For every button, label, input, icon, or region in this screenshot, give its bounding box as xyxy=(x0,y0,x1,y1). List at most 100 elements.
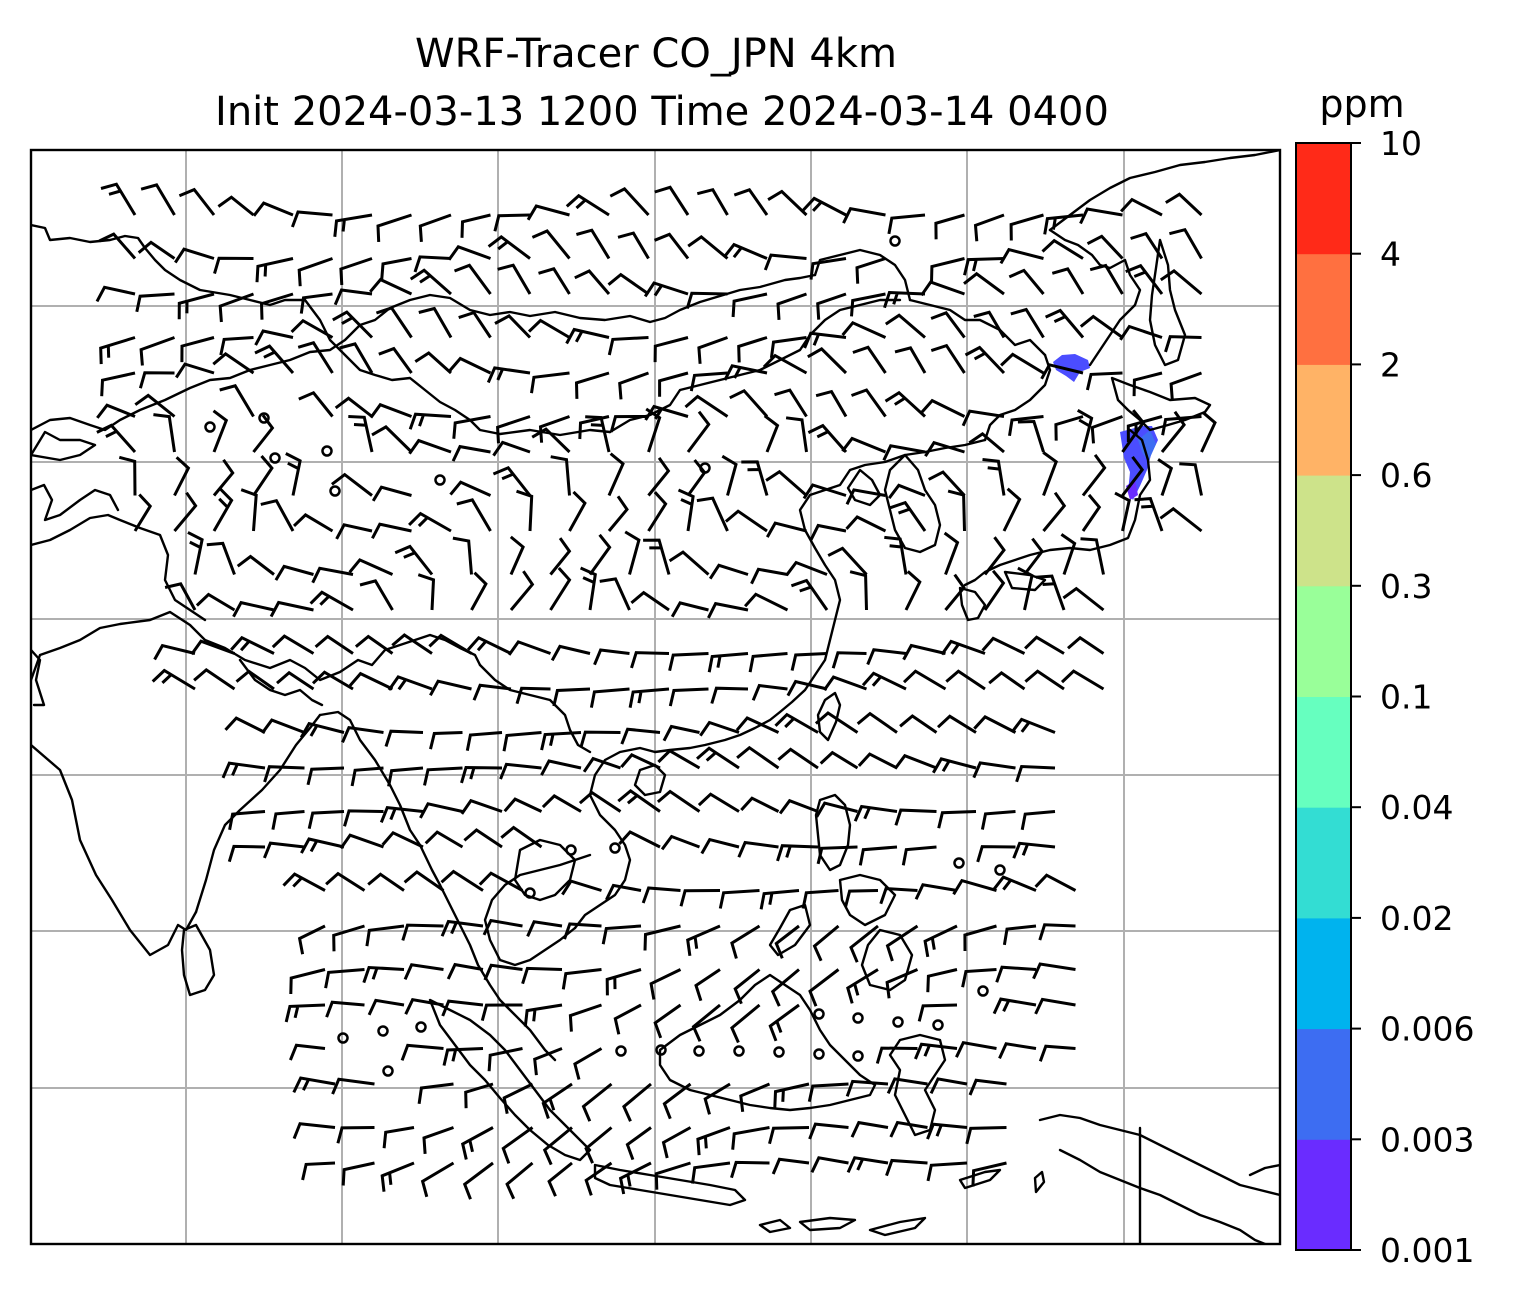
wind-barb xyxy=(497,263,532,295)
wind-barb xyxy=(968,1078,1007,1096)
wind-barb xyxy=(841,320,887,339)
wind-barb xyxy=(549,566,572,611)
colorbar-unit-label: ppm xyxy=(1319,82,1404,126)
wind-barb xyxy=(814,711,859,734)
wind-barb xyxy=(846,968,879,1004)
wind-barb xyxy=(376,213,412,242)
wind-barb xyxy=(140,183,176,216)
wind-barb xyxy=(1038,923,1076,941)
wind-barb xyxy=(502,731,542,752)
wind-barb xyxy=(886,1077,928,1095)
wind-barb xyxy=(1024,635,1065,655)
wind-barb xyxy=(807,423,848,453)
wind-barb xyxy=(767,189,808,217)
wind-barb xyxy=(743,592,789,612)
wind-barb xyxy=(641,886,681,904)
wind-barb xyxy=(737,840,779,858)
wind-barb xyxy=(607,272,650,296)
wind-barb xyxy=(274,564,314,581)
wind-barb xyxy=(968,432,1005,454)
wind-barb xyxy=(928,470,966,497)
wind-barb xyxy=(643,538,671,575)
wind-barb xyxy=(622,1082,652,1122)
wind-barb xyxy=(1130,231,1164,260)
wind-barb xyxy=(963,257,1005,276)
wind-barb xyxy=(740,796,780,813)
wind-barb xyxy=(527,318,571,339)
wind-barb xyxy=(255,257,294,283)
wind-barb xyxy=(858,845,898,866)
wind-barb xyxy=(453,263,492,295)
wind-barb xyxy=(379,805,424,823)
wind-barb xyxy=(369,277,413,296)
wind-barb xyxy=(620,753,661,770)
wind-barb xyxy=(1040,363,1084,380)
wind-barb xyxy=(292,1122,336,1140)
wind-barb xyxy=(940,639,986,656)
wind-barb xyxy=(306,766,345,786)
wind-barb xyxy=(808,968,840,1007)
wind-barb xyxy=(348,415,374,453)
wind-barb xyxy=(367,872,405,892)
wind-barb xyxy=(995,965,1037,983)
wind-barb xyxy=(228,810,266,831)
wind-barb xyxy=(763,414,780,453)
colorbar-segments xyxy=(1296,143,1351,1251)
wind-barb xyxy=(855,257,886,284)
calm-wind-marker xyxy=(813,1048,825,1060)
colorbar-tick-label: 2 xyxy=(1380,345,1401,384)
wind-barb xyxy=(261,718,306,734)
map-title-line1: WRF-Tracer CO_JPN 4km xyxy=(415,31,897,77)
wind-barb xyxy=(774,924,800,959)
wind-barb xyxy=(300,837,345,854)
wind-barb xyxy=(686,924,721,957)
wind-barb xyxy=(1121,455,1145,497)
wind-barb xyxy=(785,416,808,453)
wind-barb xyxy=(771,1157,810,1175)
wind-barb xyxy=(1032,962,1076,980)
wind-barb xyxy=(618,371,650,400)
wind-barb xyxy=(227,844,266,863)
wind-barb xyxy=(857,752,898,770)
calm-wind-marker xyxy=(773,1046,785,1058)
wind-barb xyxy=(807,347,848,375)
wind-barb xyxy=(408,511,452,533)
wind-barb xyxy=(118,455,137,496)
wind-barb xyxy=(585,415,611,453)
wind-barb xyxy=(380,1161,415,1192)
wind-barb xyxy=(333,213,373,237)
wind-barb xyxy=(401,923,444,941)
wind-barb xyxy=(297,341,334,374)
wind-barb xyxy=(404,998,444,1015)
wind-barb xyxy=(601,924,642,945)
wind-barb xyxy=(494,314,532,339)
wind-barb xyxy=(462,1161,494,1200)
wind-barb xyxy=(332,924,365,952)
wind-barb xyxy=(894,346,927,374)
wind-barb xyxy=(944,573,966,611)
wind-barb xyxy=(1042,491,1067,532)
colorbar-tick-label: 0.02 xyxy=(1380,899,1453,938)
wind-barb xyxy=(575,228,611,260)
calm-wind-marker xyxy=(377,1025,389,1037)
wind-barb xyxy=(466,635,512,655)
wind-barb xyxy=(983,536,1006,576)
wind-barb xyxy=(731,292,768,318)
wind-barb xyxy=(408,412,452,430)
wind-barb xyxy=(943,531,960,576)
wind-barb xyxy=(151,668,196,691)
calm-wind-marker xyxy=(852,1012,864,1024)
wind-barb xyxy=(232,600,275,618)
wind-barb xyxy=(802,196,847,217)
wind-barb xyxy=(751,683,788,701)
colorbar-tick-label: 0.003 xyxy=(1380,1120,1474,1159)
wind-barb xyxy=(561,879,602,896)
wind-barb xyxy=(362,965,405,984)
wind-barb xyxy=(387,675,433,691)
wind-barb xyxy=(926,1122,968,1140)
wind-barb xyxy=(137,240,176,260)
wind-barb xyxy=(314,634,354,655)
wind-barb xyxy=(710,686,749,704)
wind-barb xyxy=(741,460,769,496)
